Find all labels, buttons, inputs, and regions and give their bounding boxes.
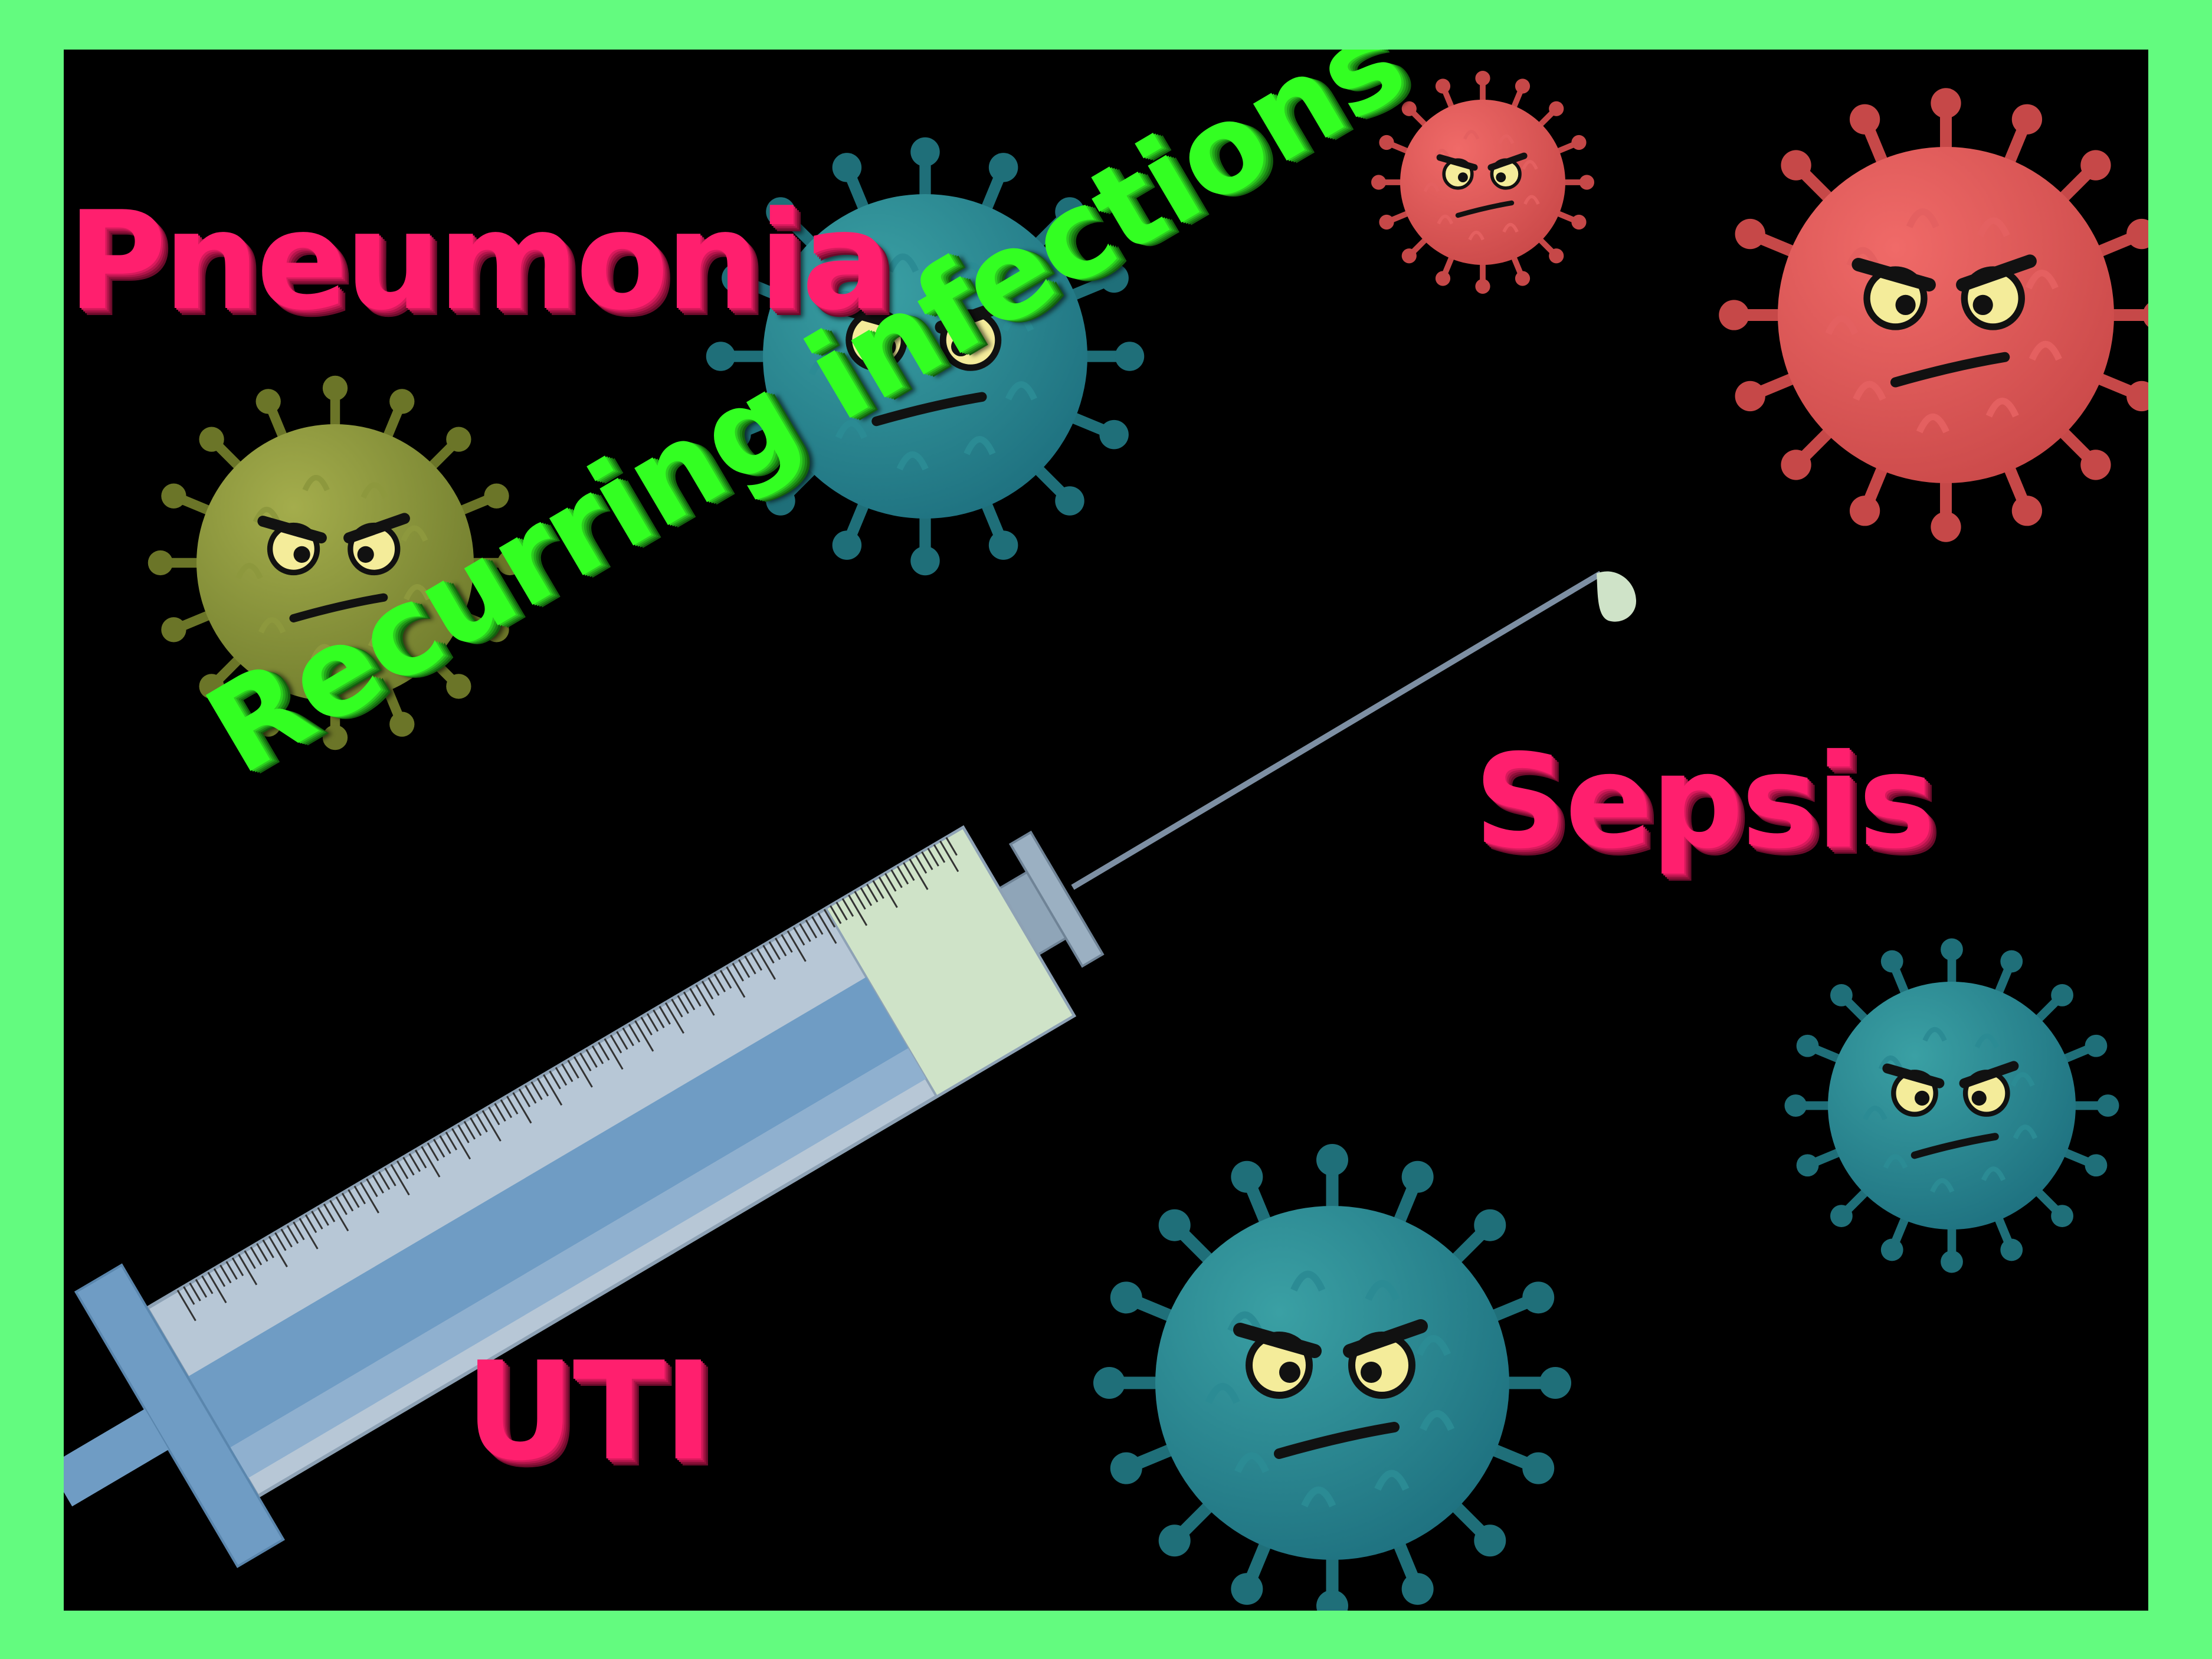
- virus-icon: [1093, 1144, 1571, 1611]
- virus-icon: [706, 137, 1145, 576]
- virus-icon: [1371, 71, 1594, 294]
- syringe-icon: [64, 571, 1636, 1568]
- illustration: [64, 71, 2148, 1611]
- sepsis-label: Sepsis: [1474, 726, 1935, 877]
- virus-icon: [1719, 88, 2148, 542]
- uti-label: UTI: [465, 1333, 713, 1491]
- pneumonia-label: Pneumonia: [67, 183, 893, 340]
- virus-icon: [148, 375, 523, 750]
- artwork-frame: Pneumonia Sepsis UTI Recurring infection…: [64, 50, 2148, 1611]
- virus-icon: [1784, 938, 2119, 1273]
